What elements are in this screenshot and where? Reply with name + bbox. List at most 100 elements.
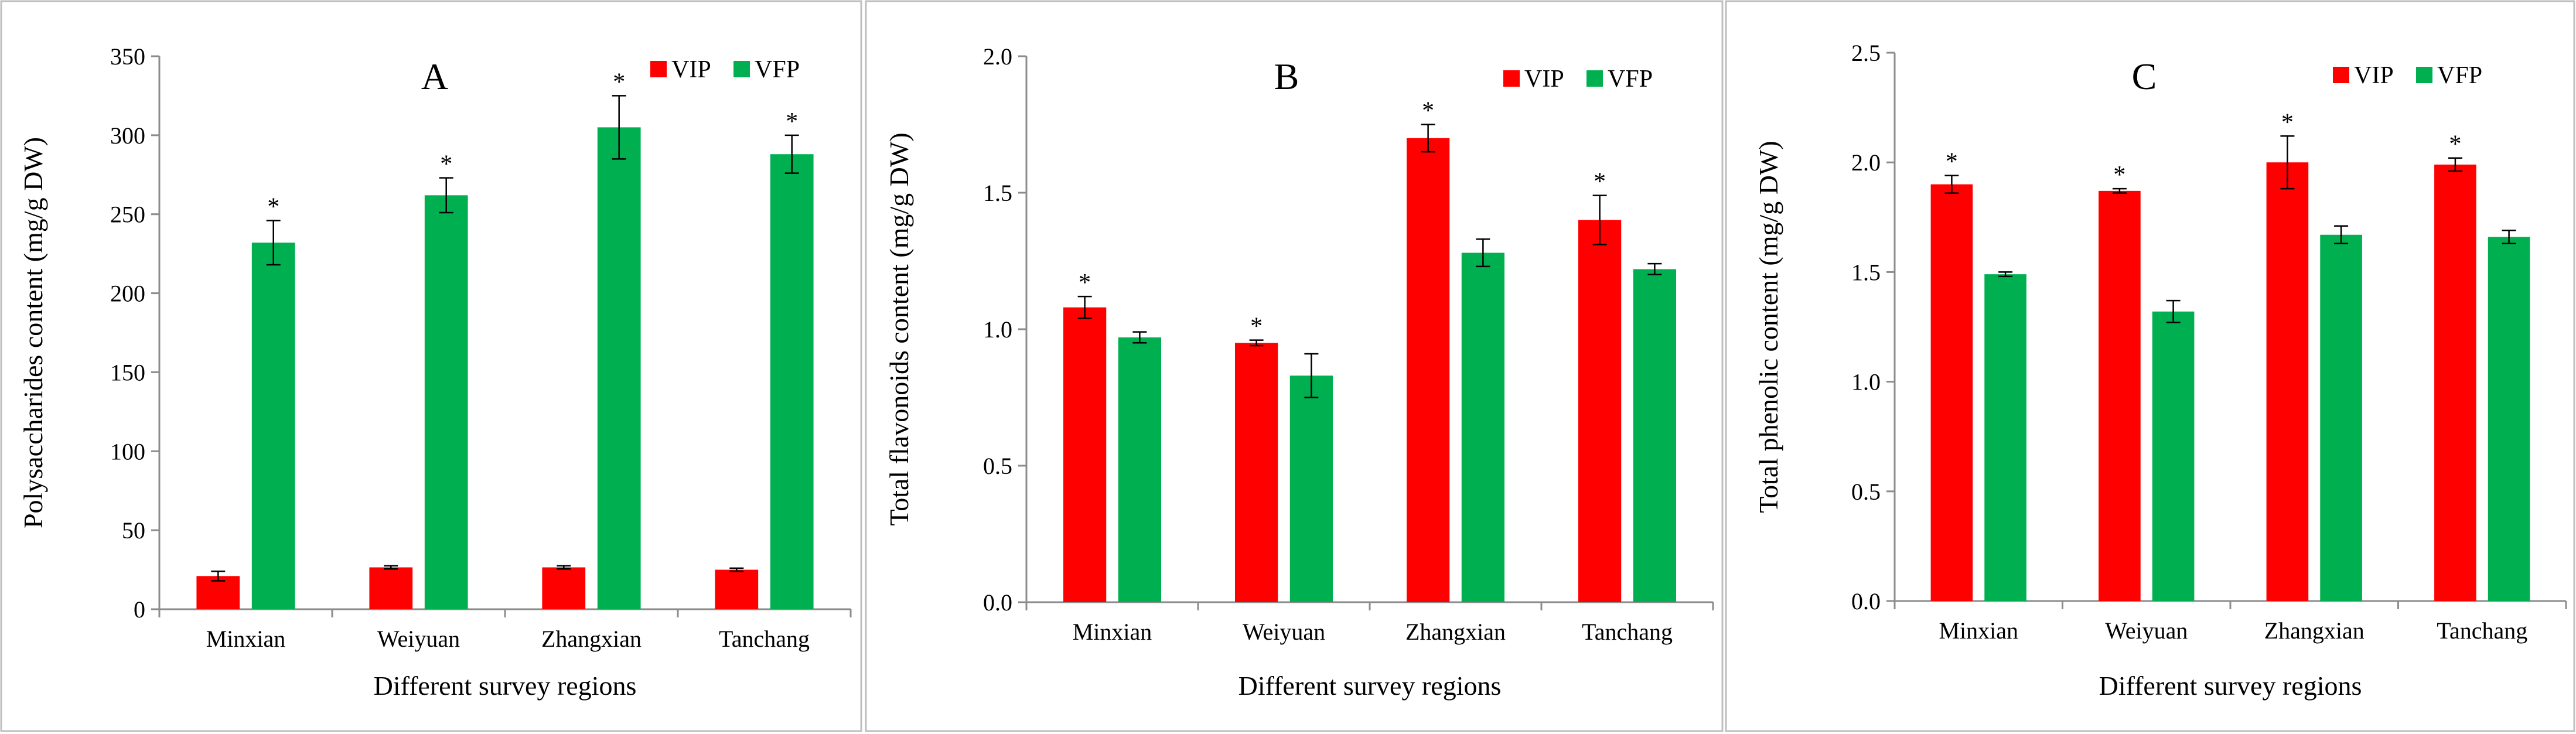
panel-frame — [1725, 0, 2575, 732]
y-tick-label: 2.0 — [1851, 149, 1881, 176]
x-tick-label: Weiyuan — [2105, 617, 2188, 644]
bar-vip-zhangxian — [542, 567, 586, 609]
error-bar — [1077, 295, 1092, 319]
x-tick-label: Weiyuan — [1243, 619, 1325, 645]
error-bar — [266, 220, 281, 266]
y-tick-label: 100 — [110, 438, 145, 465]
legend-swatch-vfp — [2416, 67, 2432, 83]
bar-vfp-minxian — [1118, 337, 1162, 602]
bar-vfp-zhangxian — [2320, 234, 2362, 601]
x-tick-label: Tanchang — [719, 626, 810, 652]
panel-letter: B — [1274, 56, 1299, 97]
error-bar — [2502, 230, 2516, 244]
y-tick-label: 1.5 — [1851, 259, 1881, 285]
x-axis-title: Different survey regions — [1238, 671, 1502, 701]
bar-vfp-zhangxian — [1461, 252, 1505, 602]
bar-vfp-tanchang — [770, 154, 814, 609]
legend: VIP VFP — [650, 56, 800, 83]
legend-swatch-vip — [1503, 70, 1520, 87]
y-tick-label: 250 — [110, 202, 145, 228]
error-bar — [1304, 353, 1319, 398]
error-bar — [1592, 194, 1607, 245]
error-bar — [1249, 339, 1264, 347]
error-bar — [2334, 225, 2349, 244]
y-tick-label: 1.5 — [983, 180, 1012, 206]
x-tick-label: Zhangxian — [2264, 617, 2365, 644]
error-bar — [211, 571, 226, 582]
x-tick-label: Weiyuan — [377, 626, 460, 652]
x-tick-label: Tanchang — [1582, 619, 1673, 645]
chart-panel-b: 0.0 0.5 1.0 1.5 2.0 Minxian Weiyuan Zhangxian Ta… — [865, 0, 1724, 732]
bar-vip-weiyuan — [369, 567, 413, 609]
bar-vfp-weiyuan — [2152, 311, 2195, 601]
x-axis-title: Different survey regions — [374, 671, 637, 701]
x-tick-label: Zhangxian — [541, 626, 642, 652]
y-tick-label: 0 — [134, 596, 145, 623]
bar-vfp-minxian — [1984, 274, 2026, 601]
bar-vfp-weiyuan — [1289, 375, 1333, 602]
error-bar — [1421, 124, 1435, 153]
y-tick-label: 0.0 — [983, 589, 1012, 616]
error-bar — [557, 565, 571, 570]
error-bar — [2280, 135, 2295, 190]
y-tick-label: 0.0 — [1851, 588, 1881, 614]
y-tick-label: 0.5 — [983, 453, 1012, 479]
significance-star: * — [786, 108, 798, 135]
bar-vip-tanchang — [2434, 164, 2476, 602]
bar-vip-zhangxian — [2266, 162, 2309, 601]
y-tick-label: 0.5 — [1851, 479, 1881, 505]
bar-vip-tanchang — [1578, 220, 1622, 603]
bar-vfp-minxian — [251, 243, 295, 610]
bar-vfp-weiyuan — [424, 195, 468, 609]
significance-star: * — [1250, 313, 1263, 340]
y-axis-title: Polysaccharides content (mg/g DW) — [18, 137, 48, 528]
legend-label: VFP — [755, 56, 800, 83]
y-tick-label: 50 — [122, 517, 145, 544]
bar-vip-minxian — [1930, 184, 1973, 601]
legend-label: VIP — [1524, 66, 1564, 93]
bar-vfp-tanchang — [2488, 237, 2530, 602]
x-tick-label: Zhangxian — [1405, 619, 1506, 645]
y-axis-title: Total phenolic content (mg/g DW) — [1753, 141, 1783, 513]
chart-panel-a: 0 50 100 150 200 250 300 350 Minxian Weiyuan Zhang… — [0, 0, 862, 732]
significance-star: * — [1422, 98, 1434, 125]
x-axis-title: Different survey regions — [2099, 671, 2362, 701]
x-tick-label: Minxian — [1939, 617, 2018, 644]
significance-star: * — [2113, 162, 2125, 189]
y-axis-title: Total flavonoids content (mg/g DW) — [884, 132, 914, 525]
y-tick-label: 350 — [110, 43, 145, 70]
legend-label: VFP — [1608, 66, 1653, 93]
bar-vfp-zhangxian — [597, 127, 641, 609]
x-tick-label: Minxian — [1073, 619, 1152, 645]
chart-panel-c: 0.0 0.5 1.0 1.5 2.0 2.5 Minxian Weiyuan Zhangxia… — [1725, 0, 2575, 732]
x-tick-label: Tanchang — [2437, 617, 2527, 644]
error-bar — [612, 95, 626, 160]
significance-star: * — [1079, 269, 1091, 296]
y-tick-label: 1.0 — [1851, 369, 1881, 395]
legend: VIP VFP — [1503, 66, 1653, 93]
legend-label: VIP — [2354, 62, 2394, 89]
significance-star: * — [2281, 109, 2294, 136]
error-bar — [729, 567, 744, 572]
y-tick-label: 150 — [110, 359, 145, 385]
significance-star: * — [1594, 169, 1606, 196]
error-bar — [1998, 271, 2013, 278]
legend-swatch-vip — [650, 61, 667, 77]
error-bar — [1944, 175, 1959, 194]
legend-label: VIP — [671, 56, 711, 83]
y-tick-label: 200 — [110, 281, 145, 307]
bar-vip-zhangxian — [1406, 138, 1450, 603]
significance-star: * — [2449, 131, 2461, 158]
error-bar — [2448, 157, 2462, 172]
bar-vip-tanchang — [715, 569, 759, 609]
error-bar — [2166, 299, 2181, 323]
bar-vip-weiyuan — [1234, 343, 1278, 602]
error-bar — [439, 177, 453, 214]
y-tick-label: 300 — [110, 122, 145, 149]
significance-star: * — [267, 194, 279, 221]
legend: VIP VFP — [2333, 62, 2482, 89]
y-tick-label: 2.0 — [983, 43, 1012, 70]
x-tick-label: Minxian — [206, 626, 286, 652]
panel-letter: C — [2132, 56, 2157, 97]
